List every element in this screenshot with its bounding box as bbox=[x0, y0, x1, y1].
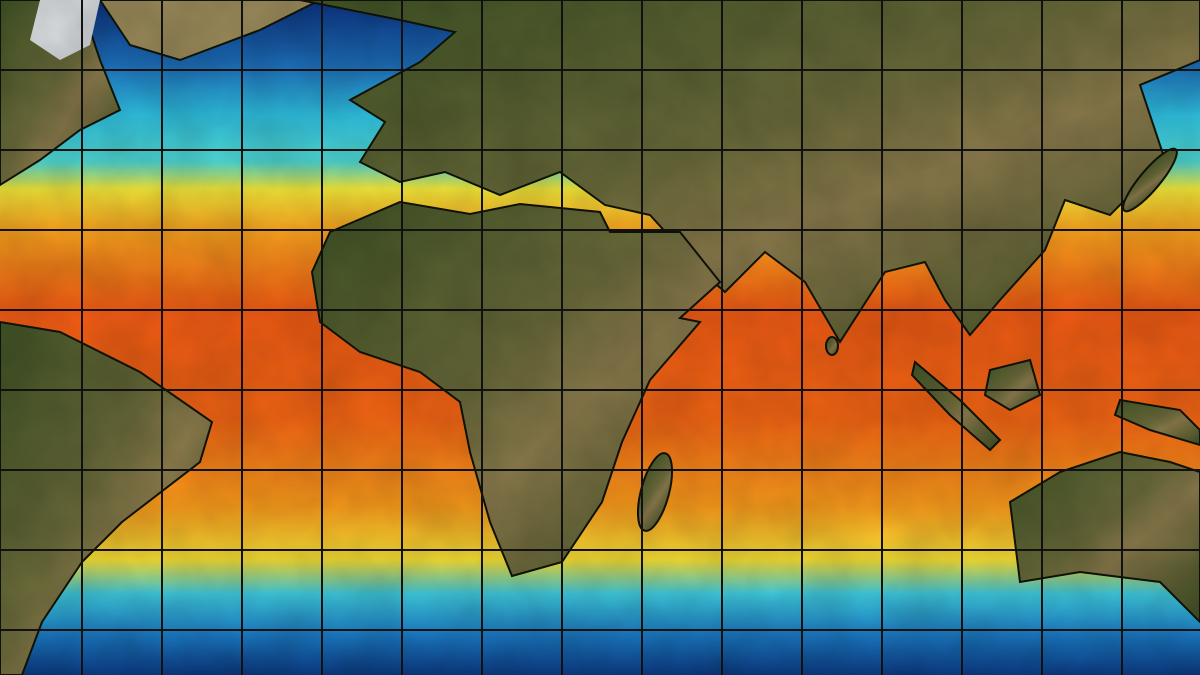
texture bbox=[0, 0, 1200, 675]
page-body bbox=[0, 0, 1200, 675]
page: {} html, body { margin: 0; padding: 0; w… bbox=[0, 0, 1200, 675]
graticule bbox=[0, 0, 1200, 675]
sea-temperature-map bbox=[0, 0, 1200, 675]
